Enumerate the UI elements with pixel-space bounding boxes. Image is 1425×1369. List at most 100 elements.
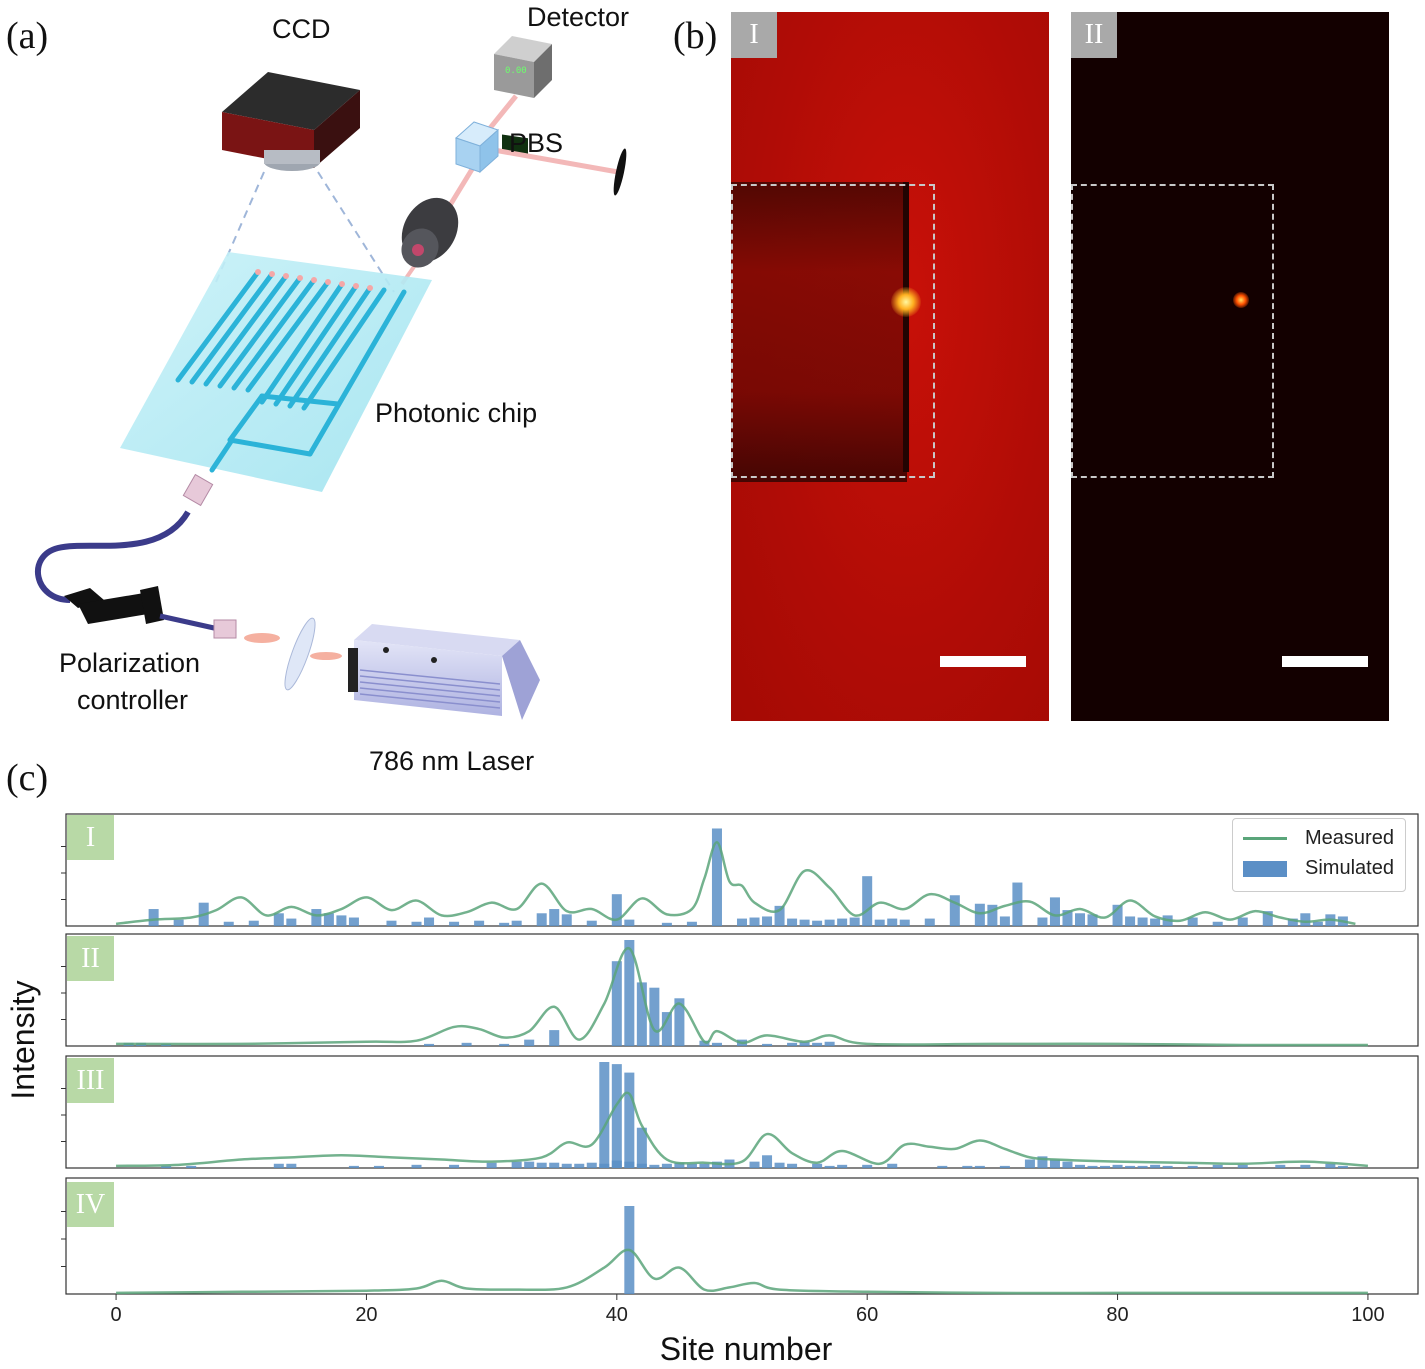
legend-measured-label: Measured <box>1305 827 1394 849</box>
image-panel-II: II <box>1071 12 1389 721</box>
subplot-frame-I <box>65 813 1419 927</box>
bar-III-site-14 <box>286 1163 297 1168</box>
laser <box>348 624 540 720</box>
bar-III-site-52 <box>762 1155 773 1168</box>
bar-I-site-52 <box>762 916 773 926</box>
y-axis-label: Intensity <box>5 980 41 1099</box>
bar-III-site-27 <box>449 1164 460 1168</box>
bar-III-site-36 <box>561 1163 572 1168</box>
bar-I-site-96 <box>1312 921 1323 926</box>
bar-I-site-36 <box>561 914 572 926</box>
bar-III-site-39 <box>599 1062 610 1168</box>
optical-fiber <box>35 510 191 603</box>
bar-III-site-60 <box>862 1164 873 1168</box>
subplot-frame-IV <box>65 1177 1419 1295</box>
bar-III-site-56 <box>812 1163 823 1168</box>
bar-I-site-9 <box>223 921 234 926</box>
bar-III-site-44 <box>661 1163 672 1168</box>
bar-I-site-44 <box>661 922 672 926</box>
bar-II-site-47 <box>699 1040 710 1046</box>
bar-II-site-54 <box>787 1042 798 1046</box>
bar-III-site-73 <box>1024 1159 1035 1168</box>
bar-III-site-66 <box>937 1165 948 1168</box>
pbs-label: PBS <box>509 128 564 158</box>
ccd-label: CCD <box>272 14 331 44</box>
x-tick-label-60: 60 <box>856 1304 878 1326</box>
polarization-label-line2: controller <box>77 685 189 715</box>
bar-I-site-48 <box>711 828 722 926</box>
bar-I-site-62 <box>887 918 898 926</box>
bar-I-site-11 <box>248 920 259 926</box>
bar-I-site-86 <box>1187 917 1198 926</box>
image-panel-I: I <box>731 12 1049 721</box>
bar-II-site-57 <box>824 1041 835 1046</box>
bar-II-site-40 <box>611 961 622 1046</box>
bar-III-site-80 <box>1112 1164 1123 1168</box>
bar-III-site-13 <box>273 1163 284 1168</box>
bar-III-site-97 <box>1325 1163 1336 1168</box>
laser-label: 786 nm Laser <box>369 746 535 776</box>
measured-line-II <box>116 947 1368 1047</box>
intensity-plots: Intensity Site number 0 20 40 60 80 100 <box>5 813 1419 1367</box>
bar-I-site-54 <box>787 918 798 926</box>
bar-III-site-75 <box>1049 1159 1060 1168</box>
legend-simulated-swatch <box>1243 860 1287 877</box>
bar-II-site-44 <box>661 1012 672 1046</box>
bar-III-site-34 <box>536 1162 547 1168</box>
subplot-tag-I: I <box>67 815 114 860</box>
bar-III-site-37 <box>574 1163 585 1168</box>
panel-a-label: (a) <box>6 15 49 57</box>
bar-I-site-61 <box>874 919 885 926</box>
bar-II-site-42 <box>636 982 647 1046</box>
bar-III-site-6 <box>186 1165 197 1168</box>
bar-III-site-62 <box>887 1163 898 1168</box>
bar-II-site-43 <box>649 987 660 1046</box>
ccd-camera <box>222 72 360 171</box>
photonic-chip-label: Photonic chip <box>375 398 538 428</box>
bar-I-site-95 <box>1300 913 1311 926</box>
polarization-label-line1: Polarization <box>59 648 201 678</box>
bar-I-site-41 <box>624 919 635 926</box>
polarization-controller <box>64 586 164 624</box>
bar-III-site-79 <box>1100 1165 1111 1168</box>
measured-line-I <box>115 841 1356 926</box>
bar-II-site-25 <box>424 1043 435 1046</box>
bar-I-site-94 <box>1287 918 1298 926</box>
bar-I-site-14 <box>286 918 297 926</box>
bar-I-site-22 <box>386 920 397 926</box>
bar-I-site-3 <box>148 909 159 926</box>
panel-c-label: (c) <box>6 757 49 799</box>
bar-I-site-67 <box>949 895 960 926</box>
bar-I-site-46 <box>686 921 697 926</box>
bar-III-site-21 <box>373 1165 384 1168</box>
bar-I-site-55 <box>799 919 810 926</box>
bar-I-site-35 <box>549 909 560 926</box>
bar-III-site-86 <box>1187 1165 1198 1168</box>
measured-line-III <box>116 1091 1369 1168</box>
bar-I-site-65 <box>924 918 935 926</box>
bar-II-site-55 <box>799 1041 810 1046</box>
setup-schematic <box>35 36 627 720</box>
detector-display: 0.00 <box>505 66 527 76</box>
x-tick-label-0: 0 <box>111 1304 122 1326</box>
bar-III-site-47 <box>699 1163 710 1168</box>
bar-III-site-88 <box>1212 1164 1223 1168</box>
bar-III-site-42 <box>636 1127 647 1168</box>
bar-I-site-70 <box>987 904 998 926</box>
bar-I-site-40 <box>611 894 622 926</box>
measured-line-IV <box>116 1248 1368 1295</box>
subplot-tag-III: III <box>67 1058 114 1103</box>
bar-I-site-34 <box>536 913 547 926</box>
bar-III-site-41 <box>624 1072 635 1168</box>
bar-III-site-71 <box>999 1165 1010 1168</box>
bar-I-site-74 <box>1037 917 1048 926</box>
bar-I-site-53 <box>774 905 785 926</box>
subplot-tag-IV: IV <box>67 1182 114 1227</box>
detector-label: Detector <box>527 2 630 32</box>
bar-II-site-56 <box>812 1042 823 1046</box>
bar-III-site-82 <box>1137 1165 1148 1168</box>
bar-I-site-83 <box>1150 918 1161 926</box>
pbs-cube <box>455 121 499 174</box>
bar-I-site-69 <box>974 903 985 926</box>
bar-I-site-58 <box>837 918 848 926</box>
